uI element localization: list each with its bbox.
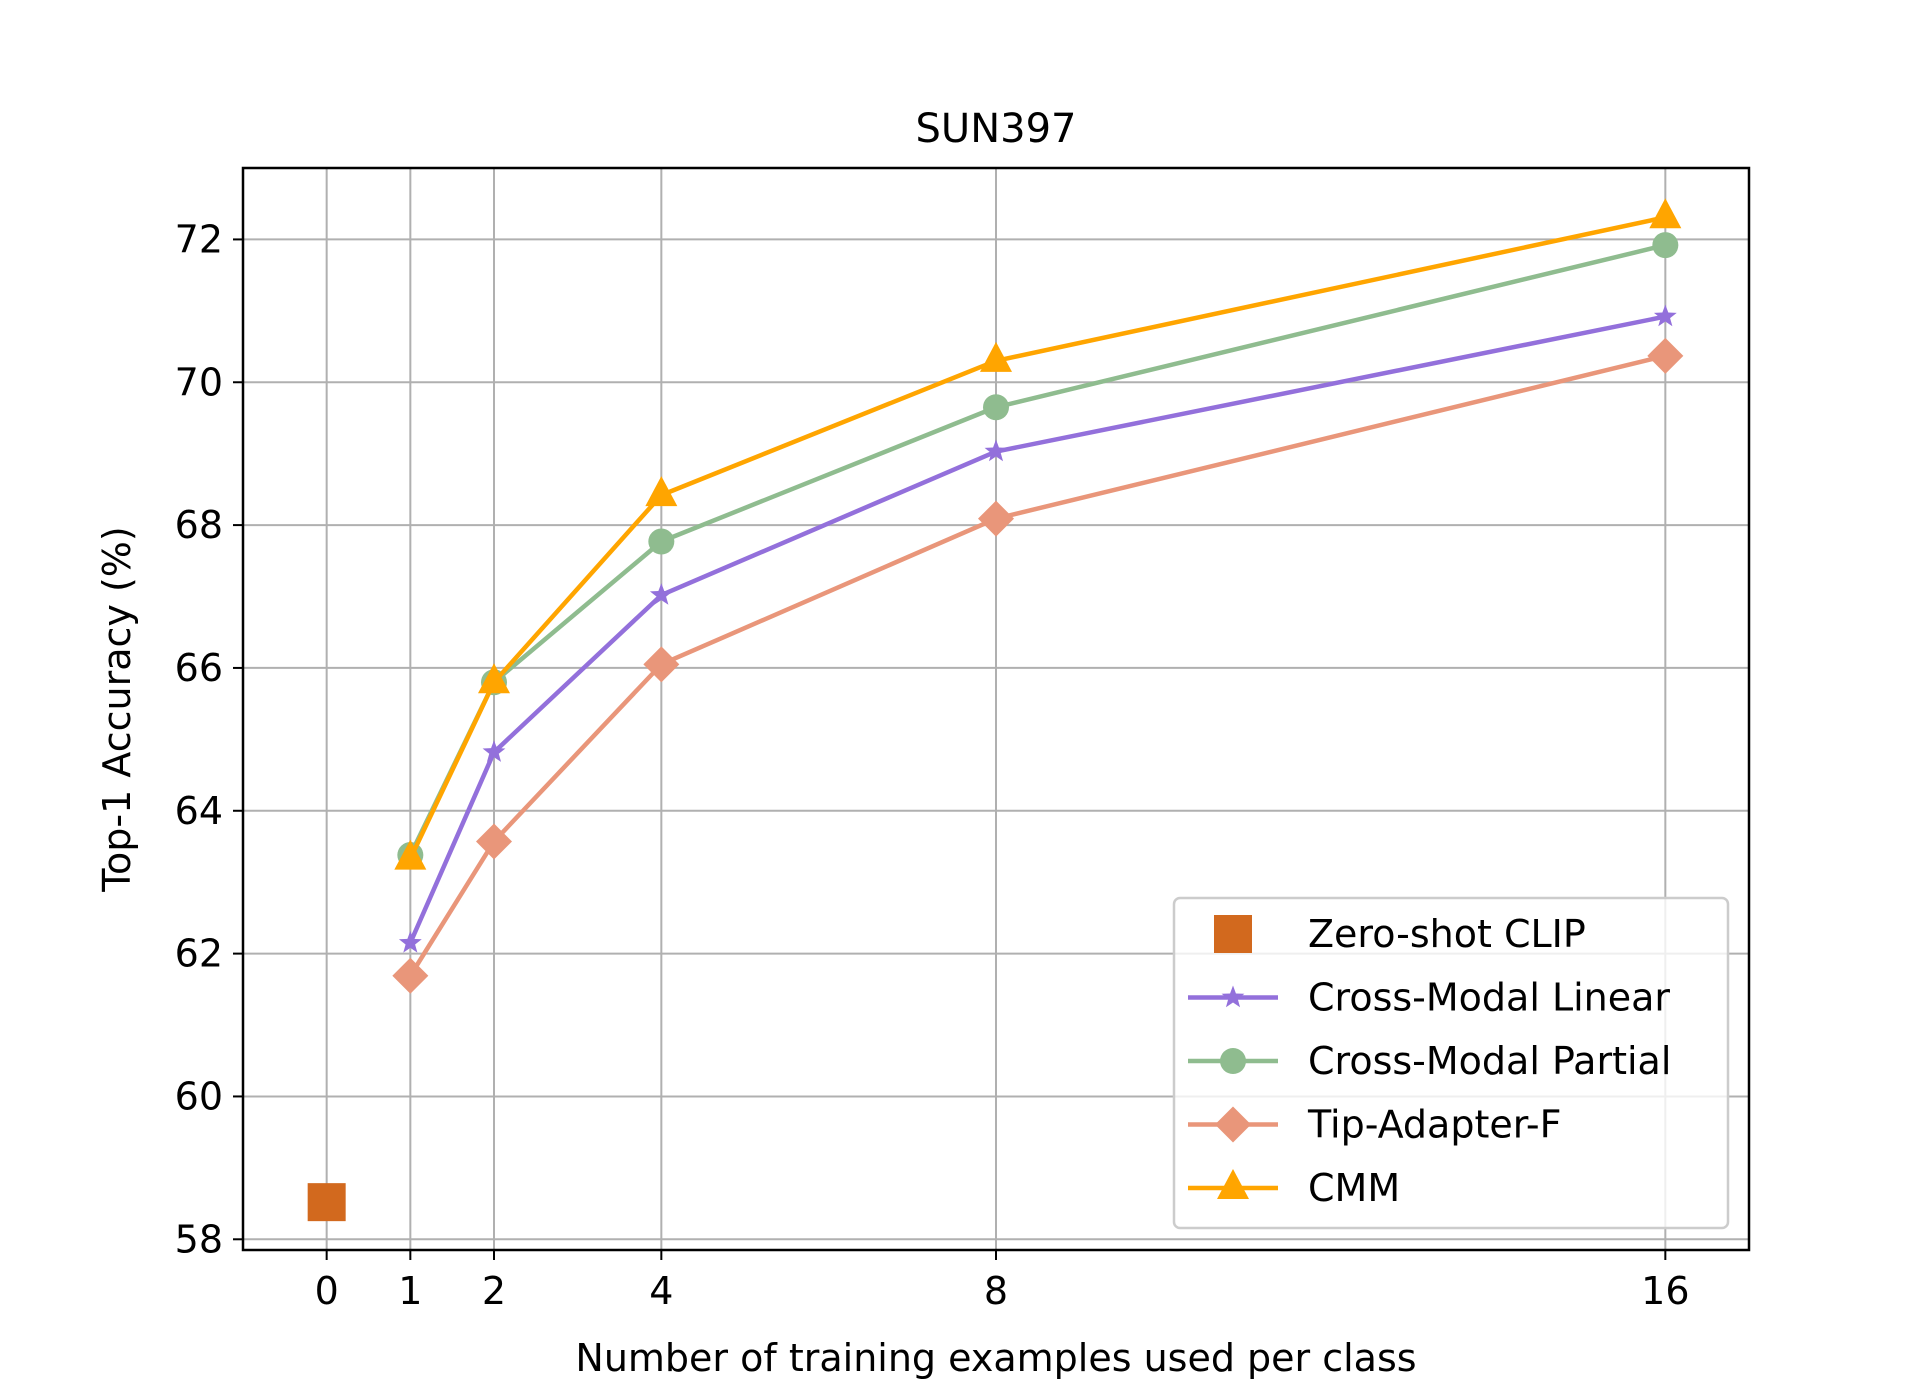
legend-label: Zero-shot CLIP [1308, 912, 1586, 956]
y-tick-label: 60 [175, 1074, 223, 1118]
x-tick-label: 2 [482, 1269, 506, 1313]
x-tick-label: 0 [315, 1269, 339, 1313]
legend-item: Cross-Modal Partial [1188, 1039, 1671, 1083]
data-point [1649, 198, 1682, 229]
legend-item: Zero-shot CLIP [1214, 912, 1586, 956]
data-point [1652, 232, 1679, 259]
x-tick-label: 16 [1641, 1269, 1689, 1313]
data-point [643, 646, 680, 683]
legend-item: CMM [1188, 1166, 1400, 1210]
data-point [984, 439, 1008, 462]
y-tick-label: 64 [175, 789, 223, 833]
legend-label: CMM [1308, 1166, 1400, 1210]
y-tick-label: 72 [175, 217, 223, 261]
data-point [645, 476, 678, 507]
data-point [983, 394, 1009, 421]
series-cross-modal-linear [398, 304, 1677, 953]
legend-item: Tip-Adapter-F [1188, 1103, 1562, 1147]
legend-marker [1215, 1106, 1251, 1143]
data-point [1647, 337, 1684, 374]
chart-title: SUN397 [916, 106, 1077, 152]
data-point [482, 740, 506, 762]
series-zero-shot-clip [307, 1183, 346, 1222]
legend-marker [1217, 1169, 1249, 1199]
y-axis-label: Top-1 Accuracy (%) [95, 526, 139, 892]
legend-label: Cross-Modal Partial [1308, 1039, 1671, 1083]
y-tick-label: 62 [175, 932, 223, 976]
data-point [478, 663, 510, 694]
legend-frame [1172, 896, 1730, 1230]
data-point [648, 528, 675, 555]
data-point [980, 341, 1012, 372]
legend-marker [1221, 985, 1245, 1008]
legend-marker [1214, 915, 1252, 953]
y-tick-label: 68 [175, 503, 223, 547]
ticks: 0 1 2 4 8 16 58 60 62 64 66 68 70 72 [175, 217, 1690, 1313]
x-axis-label: Number of training examples used per cla… [575, 1336, 1416, 1380]
legend-item: Cross-Modal Linear [1188, 976, 1670, 1020]
legend: Zero-shot CLIP Cross-Modal Linear Cross-Mo… [1172, 896, 1730, 1230]
data-point [476, 823, 512, 860]
data-point [394, 839, 427, 870]
x-tick-label: 4 [649, 1269, 673, 1313]
y-tick-label: 66 [175, 646, 223, 690]
legend-label: Tip-Adapter-F [1307, 1103, 1562, 1147]
series-cmm [394, 198, 1682, 870]
data-point [649, 583, 673, 605]
data-point [398, 930, 422, 953]
data-point [307, 1183, 346, 1222]
legend-marker [1220, 1048, 1246, 1074]
data-point [392, 957, 429, 994]
series-tip-adapter-f [392, 337, 1684, 994]
legend-items: Zero-shot CLIP Cross-Modal Linear Cross-Mo… [1188, 912, 1671, 1210]
grid [243, 168, 1749, 1250]
y-tick-label: 58 [175, 1217, 223, 1261]
x-tick-label: 8 [984, 1269, 1008, 1313]
legend-label: Cross-Modal Linear [1308, 976, 1670, 1020]
data-point [978, 500, 1014, 537]
data-point [1653, 304, 1677, 327]
y-tick-label: 70 [175, 360, 223, 404]
series-layer [307, 198, 1684, 1222]
x-tick-label: 1 [398, 1269, 422, 1313]
